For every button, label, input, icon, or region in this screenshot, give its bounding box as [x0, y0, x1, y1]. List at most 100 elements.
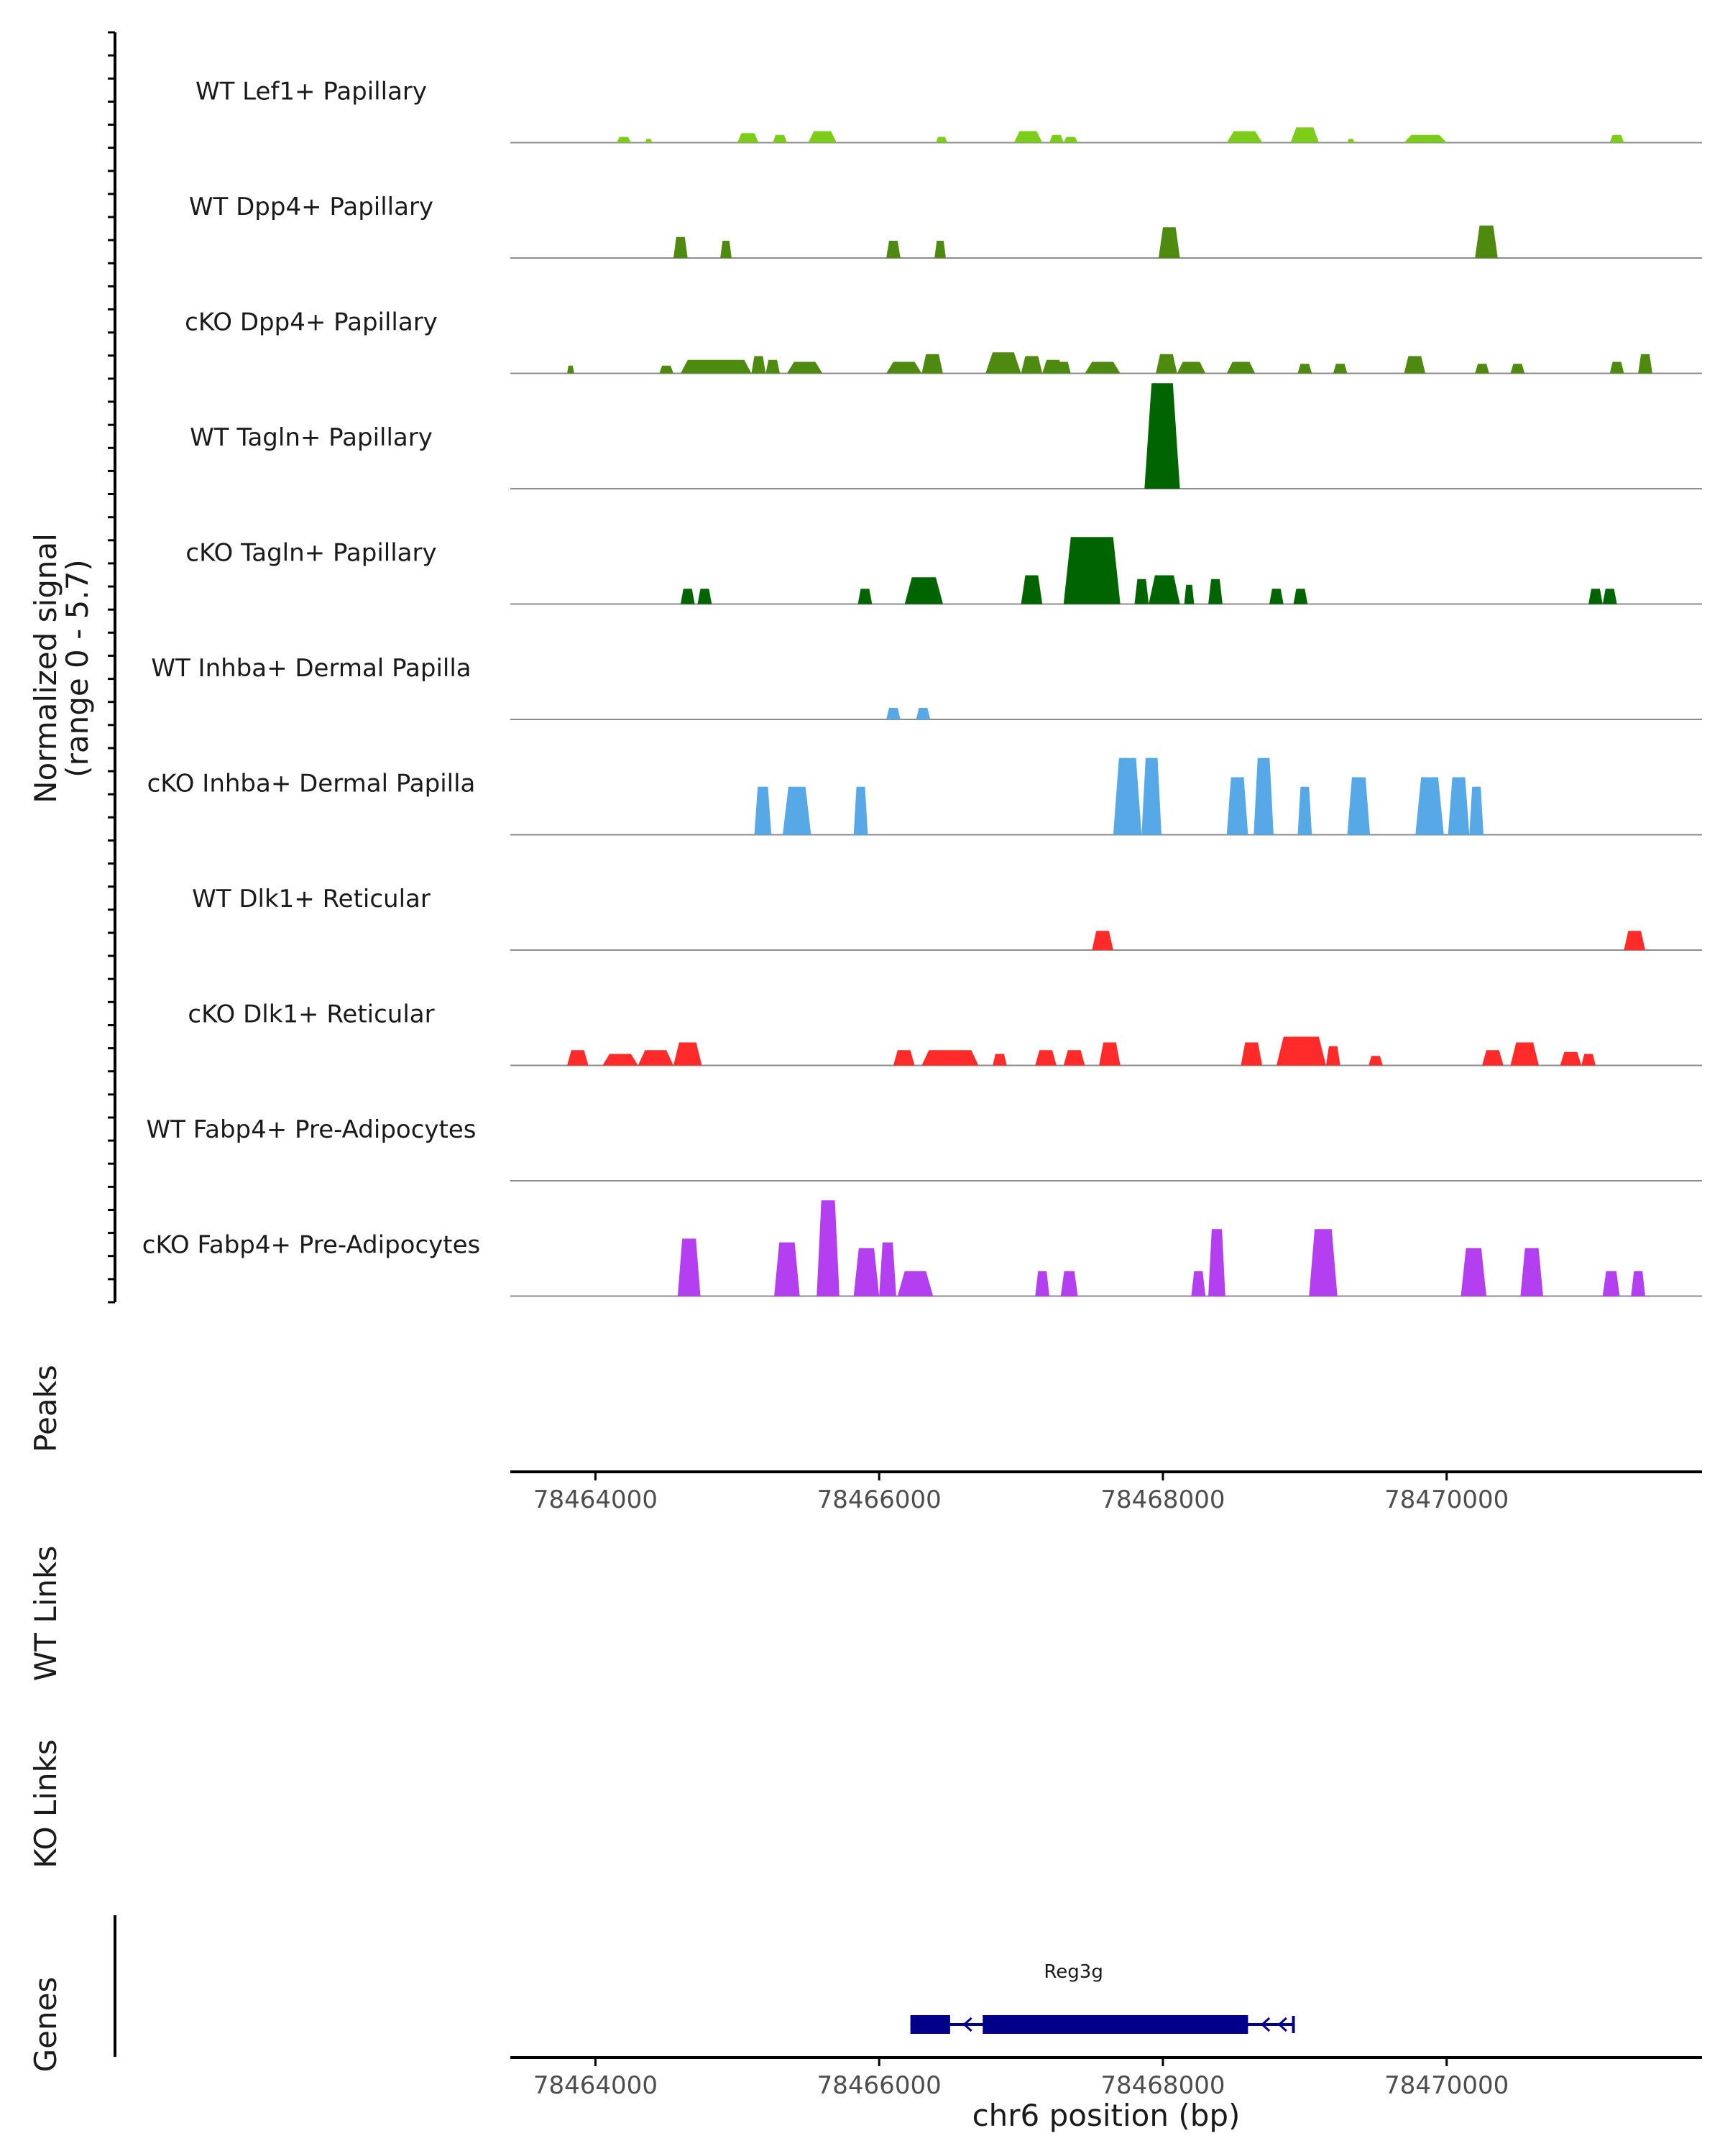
signal-peak	[816, 1200, 840, 1296]
signal-peak	[1448, 777, 1470, 835]
signal-peak	[1560, 1051, 1582, 1066]
signal-peak	[1510, 364, 1525, 374]
signal-peak	[1035, 1271, 1049, 1296]
track-2: WT Dpp4+ Papillary	[189, 193, 1702, 259]
peaks-x-axis: 78464000 78466000 78468000 78470000	[510, 1470, 1702, 1514]
ko-links-panel-title-label: KO Links	[28, 1739, 63, 1869]
signal-peak	[897, 1271, 934, 1296]
x-axis-title: chr6 position (bp)	[972, 2098, 1241, 2133]
signal-peak	[567, 1050, 589, 1066]
signal-peak	[886, 708, 901, 719]
signal-peak	[1404, 134, 1447, 143]
signal-peak	[934, 241, 946, 258]
signal-peak	[680, 359, 752, 374]
signal-peak	[1226, 131, 1263, 143]
signal-peak	[697, 589, 712, 604]
ko-links-panel-title: KO Links	[28, 1739, 63, 1869]
signal-peak	[1241, 1042, 1263, 1066]
signal-peak	[1144, 383, 1180, 489]
signal-peak	[1609, 134, 1624, 143]
signal-peak	[1475, 225, 1498, 258]
signal-peak	[659, 365, 673, 374]
peaks-panel-title-label: Peaks	[28, 1365, 63, 1452]
signal-peak	[1134, 579, 1149, 604]
signal-peak	[1184, 584, 1195, 604]
signal-peak	[786, 361, 823, 374]
signal-peak	[808, 131, 837, 143]
signal-peak	[645, 139, 653, 143]
signal-peak	[680, 589, 695, 604]
x-tick-label: 78470000	[1384, 2071, 1509, 2100]
signal-peak	[1056, 361, 1071, 374]
track-10: WT Fabp4+ Pre-Adipocytes	[147, 1115, 1702, 1181]
signal-peak	[773, 134, 787, 143]
track-7: cKO Inhba+ Dermal Papilla	[147, 757, 1702, 836]
signal-peak	[1297, 364, 1312, 374]
signal-peak	[1631, 1271, 1645, 1296]
gene-exon	[983, 2015, 1248, 2034]
peaks-panel-title: Peaks	[28, 1365, 63, 1452]
gene-exon	[910, 2015, 950, 2034]
signal-peak	[1099, 1042, 1121, 1066]
signal-peak	[602, 1054, 638, 1066]
genes-panel-title-label: Genes	[28, 1977, 63, 2073]
track-label: WT Lef1+ Papillary	[196, 78, 427, 106]
signal-peak	[1113, 757, 1142, 835]
signal-peak	[1602, 589, 1617, 604]
track-label: WT Inhba+ Dermal Papilla	[151, 654, 471, 683]
track-4: WT Tagln+ Papillary	[190, 383, 1702, 489]
track-11: cKO Fabp4+ Pre-Adipocytes	[142, 1200, 1702, 1297]
track-5: cKO Tagln+ Papillary	[185, 537, 1702, 605]
signal-peak	[1254, 757, 1274, 835]
signal-peak	[1092, 931, 1113, 950]
strand-arrow-icon	[962, 2017, 972, 2032]
signal-peak	[1159, 227, 1180, 258]
signal-peak	[1602, 1271, 1620, 1296]
track-1: WT Lef1+ Papillary	[196, 78, 1702, 144]
track-6: WT Inhba+ Dermal Papilla	[151, 654, 1702, 720]
signal-peak	[673, 1042, 702, 1066]
signal-peak	[1141, 757, 1162, 835]
strand-arrow-icon	[1260, 2017, 1271, 2032]
signal-peak	[936, 137, 947, 143]
signal-peak	[921, 354, 943, 374]
signal-peak	[737, 133, 759, 143]
signal-peak	[720, 241, 732, 258]
track-label: WT Dpp4+ Papillary	[189, 193, 433, 221]
signal-peak	[1368, 1056, 1383, 1066]
signal-peak	[1520, 1248, 1543, 1296]
signal-peak	[985, 352, 1021, 374]
signal-peak	[1177, 361, 1206, 374]
signal-peak	[751, 356, 766, 374]
gene-annotation: Reg3g	[910, 1961, 1295, 2034]
signal-peak	[1475, 364, 1489, 374]
signal-peak	[1063, 537, 1121, 604]
coverage-tracks: WT Lef1+ Papillary WT Dpp4+ Papillary cKO …	[142, 78, 1702, 1297]
y-axis-title: Normalized signal(range 0 - 5.7)	[28, 533, 95, 803]
signal-peak	[921, 1050, 979, 1066]
signal-peak	[1482, 1050, 1504, 1066]
signal-peak	[1469, 786, 1484, 835]
signal-peak	[638, 1050, 673, 1066]
x-tick-label: 78464000	[533, 2071, 658, 2100]
signal-peak	[1581, 1054, 1596, 1066]
x-tick-label: 78466000	[817, 1485, 942, 1514]
signal-peak	[1208, 1229, 1225, 1296]
signal-peak	[916, 708, 931, 719]
signal-peak	[1149, 575, 1180, 604]
signal-peak	[1226, 777, 1248, 835]
signal-peak	[673, 236, 688, 258]
x-tick-label: 78468000	[1100, 2071, 1225, 2100]
signal-peak	[1049, 134, 1064, 143]
signal-peak	[879, 1242, 896, 1296]
signal-peak	[1293, 589, 1308, 604]
signal-peak	[765, 359, 780, 374]
signal-peak	[1347, 777, 1371, 835]
signal-peak	[1226, 361, 1256, 374]
signal-peak	[1021, 356, 1043, 374]
signal-peak	[1460, 1248, 1486, 1296]
track-9: cKO Dlk1+ Reticular	[188, 1000, 1702, 1067]
signal-peak	[993, 1054, 1007, 1066]
signal-peak	[904, 577, 943, 604]
